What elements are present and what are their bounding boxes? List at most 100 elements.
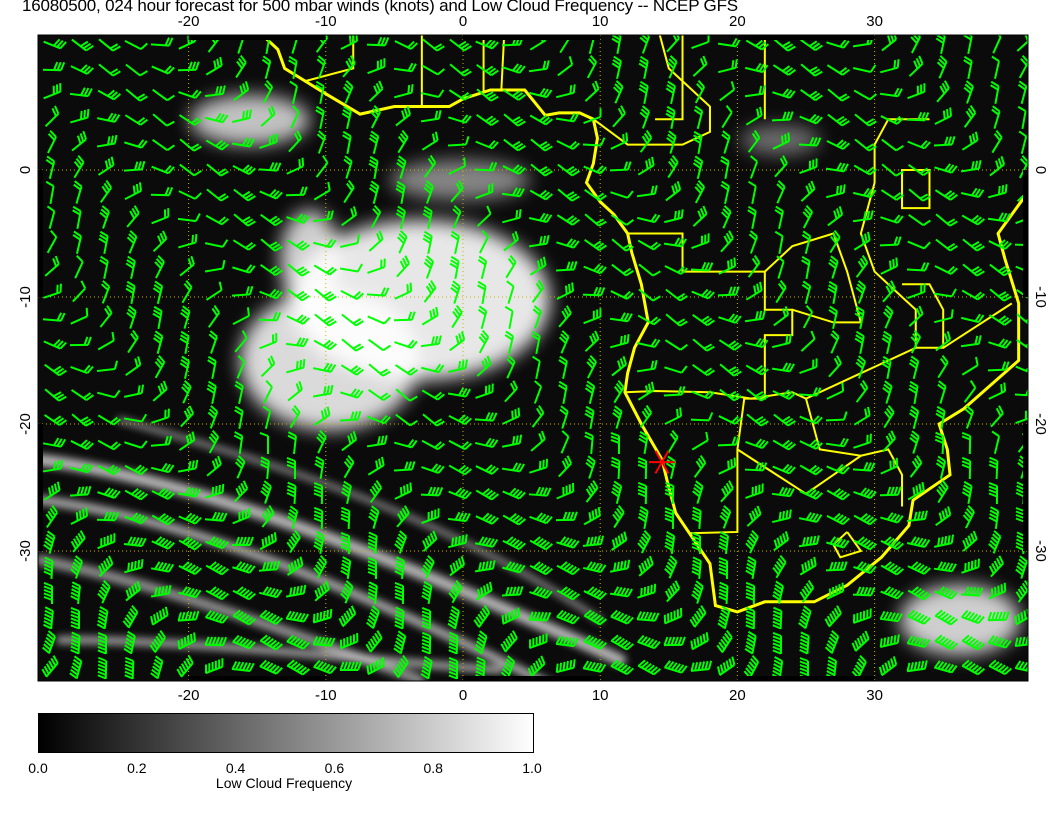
wind-barb [367, 414, 391, 425]
wind-barb [339, 263, 364, 273]
wind-barb [531, 280, 545, 303]
wind-barb [609, 312, 633, 323]
wind-barb [475, 183, 494, 200]
wind-barb [747, 180, 757, 205]
wind-barb [934, 163, 958, 174]
wind-barb [666, 55, 678, 79]
wind-barb [663, 237, 687, 248]
wind-barb [152, 230, 168, 253]
wind-barb [799, 439, 823, 450]
wind-barb [529, 114, 554, 126]
wind-barb [988, 338, 1012, 349]
wind-barb [152, 139, 175, 151]
wind-barb [98, 63, 121, 77]
wind-barb [366, 36, 390, 47]
wind-barb [771, 486, 795, 498]
wind-barb [960, 335, 982, 348]
wind-barb [855, 255, 869, 278]
wind-barb [69, 485, 92, 497]
wind-barb [610, 334, 630, 349]
wind-barb [313, 506, 324, 530]
wind-barb [261, 55, 272, 79]
wind-barb [500, 655, 516, 679]
frame-bar [188, 35, 326, 40]
wind-barb [639, 130, 653, 153]
lat-tick-left: 0 [17, 166, 34, 174]
wind-barb [233, 213, 256, 227]
wind-barb [556, 282, 575, 300]
wind-barb [501, 187, 525, 198]
wind-barb [395, 180, 406, 205]
wind-barb [150, 606, 169, 626]
wind-barb [367, 557, 378, 580]
wind-barb [235, 54, 247, 79]
wind-barb [178, 536, 203, 551]
wind-barb [717, 605, 731, 630]
wind-barb [908, 213, 931, 227]
wind-barb [1015, 410, 1028, 424]
wind-barb [720, 180, 730, 205]
wind-barb [556, 536, 580, 549]
wind-barb [639, 105, 651, 129]
wind-barb [47, 130, 57, 154]
wind-barb [447, 387, 472, 398]
wind-barb [97, 331, 115, 351]
wind-barb [908, 55, 924, 77]
wind-barb [368, 155, 379, 180]
wind-barb [557, 163, 580, 177]
wind-barb [149, 630, 166, 653]
asterisk-marker-icon [654, 450, 670, 474]
wind-barb [558, 330, 570, 354]
wind-barb [286, 556, 304, 576]
wind-barb [800, 330, 816, 352]
wind-barb [882, 305, 894, 329]
wind-barb [420, 110, 442, 123]
wind-barb [503, 138, 526, 152]
wind-barb [826, 488, 851, 501]
wind-barb [907, 609, 931, 625]
lat-tick-right: -30 [1032, 540, 1049, 562]
wind-barb [99, 205, 110, 229]
wind-barb [776, 180, 786, 204]
wind-barb [43, 606, 54, 630]
wind-barb [152, 380, 168, 402]
lon-tick-top: 30 [866, 13, 883, 30]
wind-barb [313, 238, 337, 249]
wind-barb [451, 304, 463, 329]
wind-barb [422, 205, 433, 230]
wind-barb [906, 635, 931, 648]
wind-barb [558, 455, 573, 478]
wind-barb [663, 607, 683, 625]
wind-barb [776, 255, 785, 279]
wind-barb [637, 381, 655, 401]
wind-barb [365, 630, 383, 653]
wind-barb [854, 113, 877, 127]
wind-barb [801, 255, 811, 280]
wind-barb [556, 214, 581, 226]
wind-barb [176, 655, 194, 678]
wind-barb [150, 186, 174, 197]
wind-barb [394, 606, 405, 630]
wind-barb [583, 308, 602, 325]
wind-barb [934, 107, 953, 125]
wind-barb [907, 83, 926, 100]
wind-barb [961, 480, 973, 505]
wind-barb [719, 363, 742, 377]
wind-barb [178, 561, 202, 575]
country-border [902, 283, 945, 349]
wind-barb [638, 430, 649, 455]
wind-barb [667, 429, 679, 454]
wind-barb [42, 61, 66, 72]
wind-barb [854, 330, 865, 355]
wind-barb [127, 329, 139, 354]
wind-barb [988, 239, 1012, 250]
wind-barb [181, 380, 192, 404]
wind-barb [448, 656, 459, 680]
wind-barb [286, 457, 297, 480]
wind-barb [286, 529, 301, 554]
wind-barb [447, 511, 471, 523]
wind-barb [422, 413, 445, 427]
wind-barb [610, 659, 634, 675]
wind-barb [315, 155, 329, 178]
wind-barb [1017, 105, 1027, 130]
